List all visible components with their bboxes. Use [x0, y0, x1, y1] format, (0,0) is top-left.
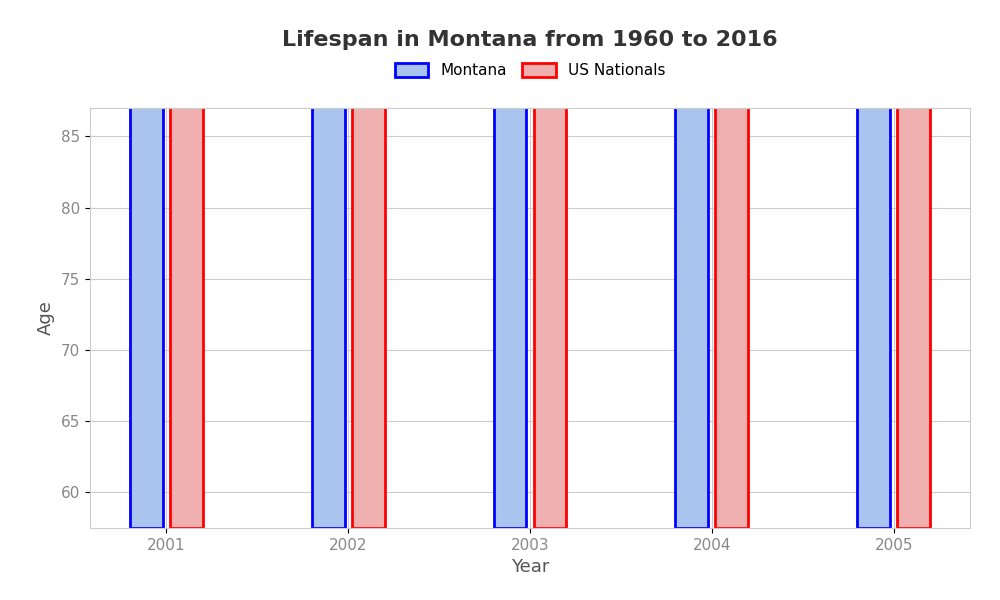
Bar	[675, 0, 708, 528]
Bar	[897, 0, 930, 528]
Bar	[494, 0, 526, 528]
X-axis label: Year: Year	[511, 558, 549, 576]
Title: Lifespan in Montana from 1960 to 2016: Lifespan in Montana from 1960 to 2016	[282, 29, 778, 49]
Bar	[170, 0, 203, 528]
Bar	[857, 0, 890, 528]
Legend: Montana, US Nationals: Montana, US Nationals	[388, 57, 672, 84]
Bar	[534, 0, 566, 528]
Bar	[352, 0, 385, 528]
Bar	[312, 0, 345, 528]
Bar	[130, 0, 163, 528]
Y-axis label: Age: Age	[37, 301, 55, 335]
Bar	[715, 0, 748, 528]
